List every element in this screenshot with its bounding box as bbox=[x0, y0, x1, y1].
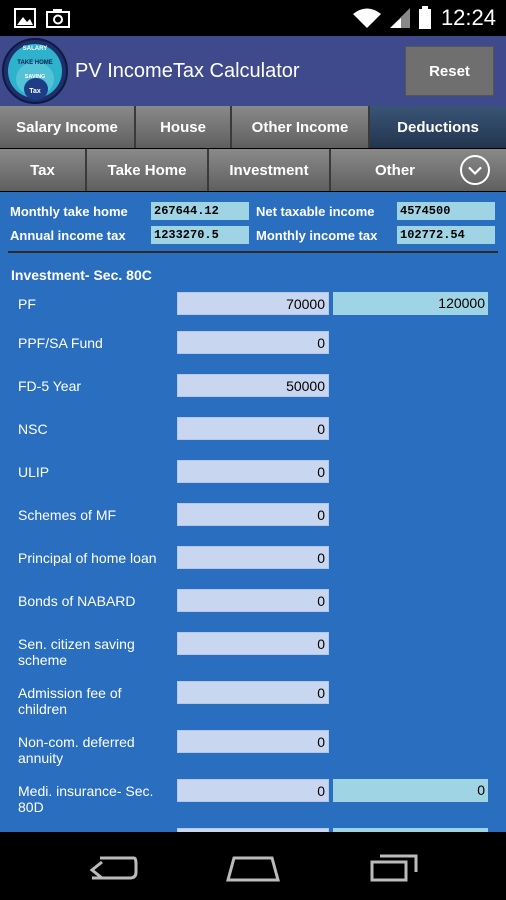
home-icon[interactable] bbox=[226, 852, 280, 882]
status-time: 12:24 bbox=[440, 5, 496, 30]
logo-text: SAVING bbox=[24, 74, 46, 80]
deductions-content: Monthly take home 267644.12 Net taxable … bbox=[0, 192, 506, 832]
signal-icon bbox=[390, 8, 410, 28]
tab-other-label: Other bbox=[375, 161, 416, 179]
nsc-input[interactable]: 0 bbox=[177, 417, 329, 440]
navigation-bar bbox=[0, 832, 506, 900]
row-label-ppf: PPF/SA Fund bbox=[18, 335, 103, 351]
row-label-annuity: Non-com. deferred annuity bbox=[18, 734, 135, 766]
logo-text: TAKE HOME bbox=[17, 60, 53, 66]
medi-insurance-input[interactable]: 0 bbox=[177, 779, 329, 802]
tab-other-income[interactable]: Other Income bbox=[232, 106, 370, 148]
net-taxable-income-label: Net taxable income bbox=[256, 204, 375, 219]
mf-input[interactable]: 0 bbox=[177, 503, 329, 526]
camera-icon bbox=[46, 9, 70, 28]
row-label-admission-fee: Admission fee of children bbox=[18, 685, 122, 717]
home-loan-input[interactable]: 0 bbox=[177, 546, 329, 569]
wifi-icon bbox=[353, 8, 381, 28]
ulip-input[interactable]: 0 bbox=[177, 460, 329, 483]
next-row-input[interactable] bbox=[177, 828, 329, 832]
sec80c-total-field: 120000 bbox=[333, 292, 488, 315]
tab-house[interactable]: House bbox=[136, 106, 232, 148]
row-label-nsc: NSC bbox=[18, 421, 48, 437]
divider bbox=[8, 251, 498, 253]
row-label-home-loan: Principal of home loan bbox=[18, 550, 157, 566]
pf-input[interactable]: 70000 bbox=[177, 292, 329, 315]
row-label-ulip: ULIP bbox=[18, 464, 50, 480]
reset-button[interactable]: Reset bbox=[405, 46, 494, 96]
next-row-total-field bbox=[333, 828, 488, 832]
row-label-medi-insurance: Medi. insurance- Sec. 80D bbox=[18, 783, 154, 815]
back-icon[interactable] bbox=[88, 852, 138, 882]
battery-icon bbox=[419, 6, 431, 29]
row-label-mf: Schemes of MF bbox=[18, 507, 117, 523]
fd-input[interactable]: 50000 bbox=[177, 374, 329, 397]
row-label-senior-citizen: Sen. citizen saving scheme bbox=[18, 636, 135, 668]
ppf-input[interactable]: 0 bbox=[177, 331, 329, 354]
net-taxable-income-value: 4574500 bbox=[397, 202, 495, 220]
monthly-take-home-value: 267644.12 bbox=[151, 202, 249, 220]
primary-tabs: Salary Income House Other Income Deducti… bbox=[0, 106, 506, 148]
tab-take-home[interactable]: Take Home bbox=[87, 149, 209, 191]
app-title: PV IncomeTax Calculator bbox=[75, 60, 300, 82]
tab-deductions[interactable]: Deductions bbox=[370, 106, 506, 148]
monthly-income-tax-value: 102772.54 bbox=[397, 226, 495, 244]
admission-fee-input[interactable]: 0 bbox=[177, 681, 329, 704]
summary-row: Annual income tax 1233270.5 Monthly inco… bbox=[0, 226, 506, 248]
monthly-income-tax-label: Monthly income tax bbox=[256, 228, 378, 243]
annual-income-tax-label: Annual income tax bbox=[10, 228, 126, 243]
recent-apps-icon[interactable] bbox=[370, 850, 420, 882]
row-label-nabard: Bonds of NABARD bbox=[18, 593, 136, 609]
annuity-input[interactable]: 0 bbox=[177, 730, 329, 753]
row-label-pf: PF bbox=[18, 296, 36, 312]
section-title: Investment- Sec. 80C bbox=[11, 267, 152, 283]
tab-salary-income[interactable]: Salary Income bbox=[0, 106, 136, 148]
app-bar: SALARY TAKE HOME SAVING Tax PV IncomeTax… bbox=[0, 36, 506, 106]
status-bar: 12:24 bbox=[0, 0, 506, 36]
nabard-input[interactable]: 0 bbox=[177, 589, 329, 612]
secondary-tabs: Tax Take Home Investment Other bbox=[0, 149, 506, 191]
row-label-fd: FD-5 Year bbox=[18, 378, 82, 394]
sec80d-total-field: 0 bbox=[333, 779, 488, 802]
tab-other[interactable]: Other bbox=[331, 149, 506, 191]
tab-tax[interactable]: Tax bbox=[0, 149, 87, 191]
chevron-down-icon[interactable] bbox=[460, 155, 490, 185]
monthly-take-home-label: Monthly take home bbox=[10, 204, 128, 219]
gallery-icon bbox=[14, 8, 36, 28]
tab-investment[interactable]: Investment bbox=[209, 149, 331, 191]
logo-text: Tax bbox=[29, 88, 41, 95]
app-logo: SALARY TAKE HOME SAVING Tax bbox=[2, 38, 68, 104]
logo-text: SALARY bbox=[22, 46, 48, 52]
senior-citizen-input[interactable]: 0 bbox=[177, 632, 329, 655]
summary-row: Monthly take home 267644.12 Net taxable … bbox=[0, 202, 506, 224]
annual-income-tax-value: 1233270.5 bbox=[151, 226, 249, 244]
